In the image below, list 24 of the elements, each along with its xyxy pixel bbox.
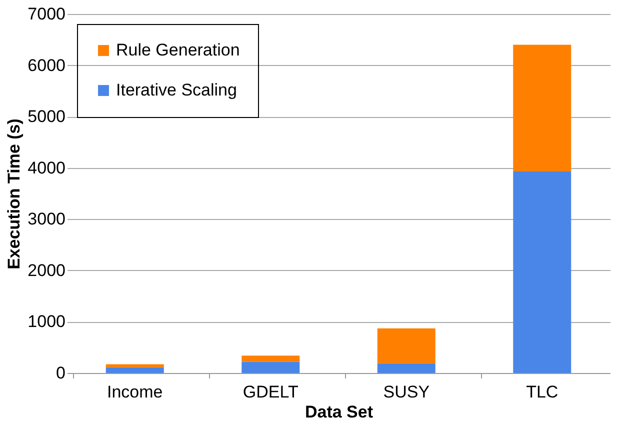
y-tick-label: 4000 bbox=[28, 158, 66, 178]
bar bbox=[513, 171, 572, 373]
x-axis-title: Data Set bbox=[304, 402, 374, 422]
legend-label: Rule Generation bbox=[116, 40, 240, 60]
y-tick-label: 0 bbox=[56, 364, 66, 382]
y-tick-label: 5000 bbox=[28, 107, 66, 126]
x-tick-label: GDELT bbox=[242, 382, 298, 402]
y-axis-title: Execution Time (s) bbox=[4, 118, 24, 270]
x-tick-label: TLC bbox=[526, 382, 558, 402]
bar bbox=[377, 363, 436, 373]
x-tick-label: Income bbox=[107, 382, 163, 402]
legend-label: Iterative Scaling bbox=[116, 80, 237, 100]
bar bbox=[513, 44, 572, 172]
bar bbox=[377, 328, 436, 364]
y-tick-label: 7000 bbox=[28, 4, 66, 24]
bar bbox=[106, 364, 164, 368]
y-tick-label: 1000 bbox=[28, 312, 66, 332]
bar bbox=[242, 356, 300, 362]
y-tick-label: 2000 bbox=[28, 260, 66, 280]
bar bbox=[242, 362, 300, 373]
bar bbox=[106, 367, 164, 373]
y-tick-label: 3000 bbox=[28, 210, 66, 229]
y-tick-label: 6000 bbox=[28, 56, 66, 75]
x-tick-label: SUSY bbox=[383, 382, 430, 402]
